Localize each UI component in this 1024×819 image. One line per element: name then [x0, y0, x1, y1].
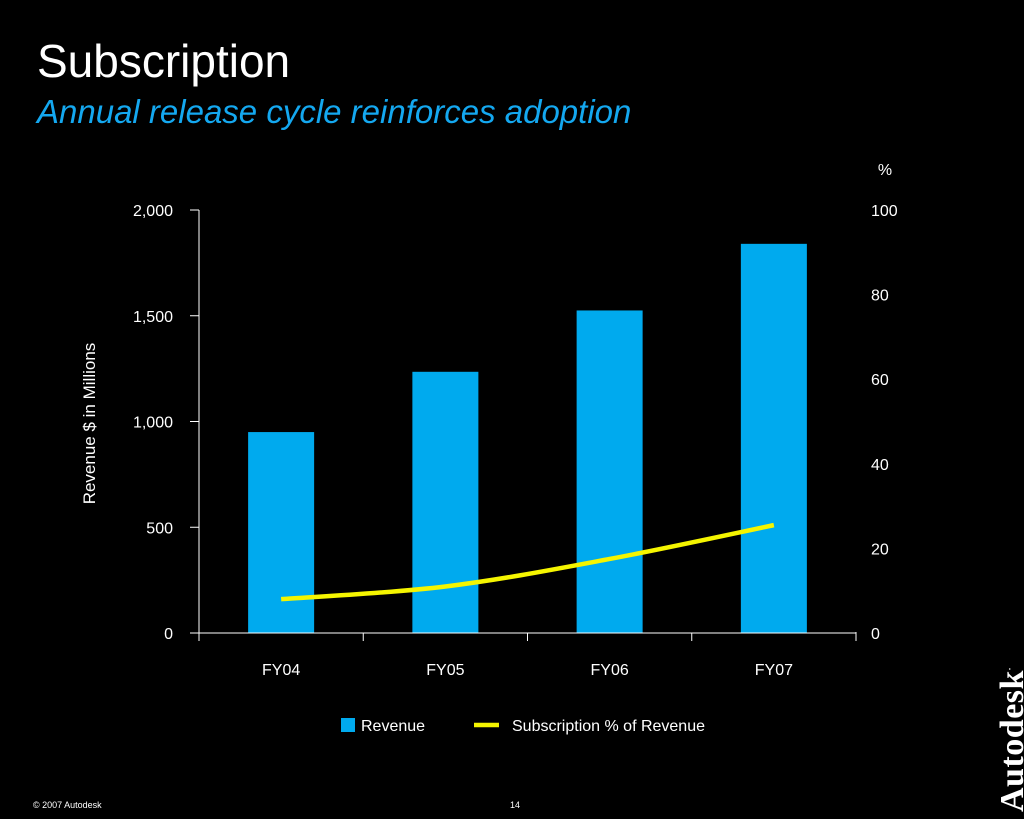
right-tick-label: 20 [871, 541, 889, 558]
left-tick-label: 500 [146, 520, 173, 537]
left-tick-label: 2,000 [133, 203, 173, 220]
right-tick-label: 40 [871, 457, 889, 474]
left-tick-label: 0 [164, 626, 173, 643]
right-axis-unit: % [878, 162, 892, 179]
legend-swatch-revenue [341, 718, 355, 732]
logo-mark: . [1002, 667, 1013, 671]
x-tick-label: FY06 [591, 662, 629, 679]
bar-fy06 [576, 310, 643, 633]
y-axis-title: Revenue $ in Millions [80, 343, 99, 505]
right-tick-label: 80 [871, 288, 889, 305]
x-tick-label: FY04 [262, 662, 300, 679]
axes-layer: 0 500 1,000 1,500 2,000 Revenue $ in Millions… [80, 162, 898, 679]
page-number: 14 [510, 800, 521, 810]
slide-title: Subscription [37, 35, 291, 87]
bar-fy04 [248, 432, 315, 633]
autodesk-logo: Autodesk. [994, 667, 1024, 812]
copyright-footer: © 2007 Autodesk [33, 800, 102, 810]
left-tick-label: 1,000 [133, 415, 173, 432]
line-layer [280, 522, 775, 602]
legend-label-revenue: Revenue [361, 718, 425, 735]
bar-fy07 [740, 243, 807, 633]
x-tick-label: FY05 [426, 662, 464, 679]
right-tick-label: 0 [871, 626, 880, 643]
subscription-line [280, 522, 775, 602]
bar-fy05 [412, 371, 479, 633]
legend: Revenue Subscription % of Revenue [341, 718, 705, 735]
left-tick-label: 1,500 [133, 309, 173, 326]
x-tick-label: FY07 [755, 662, 793, 679]
right-tick-label: 100 [871, 203, 898, 220]
slide-subtitle: Annual release cycle reinforces adoption [37, 93, 632, 130]
autodesk-logo-text: Autodesk [994, 670, 1024, 812]
bars-layer [248, 243, 807, 633]
legend-label-subscription: Subscription % of Revenue [512, 718, 705, 735]
right-tick-label: 60 [871, 372, 889, 389]
